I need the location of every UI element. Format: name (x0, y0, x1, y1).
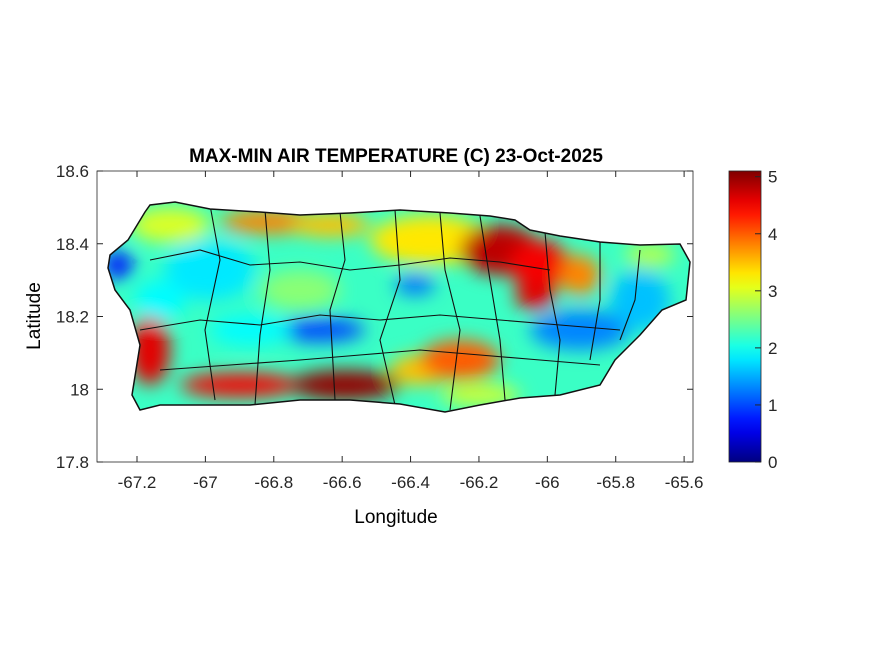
temperature-blob (420, 340, 500, 380)
temperature-blob (515, 280, 555, 310)
municipality-boundaries (139, 204, 641, 411)
temperature-blob (610, 270, 670, 330)
municipality-boundary (619, 249, 641, 341)
x-tick-label: -67 (193, 473, 218, 492)
temperature-blob (130, 207, 210, 243)
municipality-boundary (204, 204, 221, 401)
municipality-boundary (254, 209, 271, 406)
x-tick-label: -66.4 (391, 473, 430, 492)
temperature-blob (260, 270, 340, 310)
municipality-boundary (479, 215, 506, 401)
colorbar-tick-label: 0 (768, 453, 777, 472)
temperature-blob (510, 240, 570, 290)
island-coastline (107, 201, 691, 413)
x-axis-label: Longitude (354, 507, 437, 528)
municipality-boundary (544, 231, 561, 396)
temperature-blob (165, 240, 255, 300)
temperature-blob (395, 275, 435, 295)
temperature-blob (130, 315, 170, 385)
temperature-blob (135, 280, 185, 320)
temperature-blob (530, 310, 630, 350)
temperature-blob (210, 315, 290, 345)
temperature-blob (290, 370, 400, 400)
field-blobs (108, 207, 675, 405)
temperature-blob (180, 373, 300, 397)
municipality-boundary (379, 209, 401, 406)
temperature-blob (625, 243, 675, 267)
colorbar (728, 170, 762, 463)
x-tick-label: -66.8 (254, 473, 293, 492)
colorbar-tick-label: 5 (768, 168, 777, 187)
y-axis-label: Latitude (24, 282, 45, 350)
x-tick-label: -66.2 (460, 473, 499, 492)
y-tick-label: 18.2 (56, 308, 89, 327)
temperature-blob (275, 318, 365, 342)
temperature-blob (108, 251, 133, 279)
municipality-boundary (149, 249, 551, 271)
municipality-boundary (159, 349, 601, 371)
colorbar-tick-label: 1 (768, 396, 777, 415)
colorbar-tick-label: 4 (768, 225, 777, 244)
x-tick-label: -66 (535, 473, 560, 492)
x-tick-label: -65.8 (596, 473, 635, 492)
municipality-boundary (139, 314, 621, 331)
chart-title: MAX-MIN AIR TEMPERATURE (C) 23-Oct-2025 (189, 146, 603, 167)
municipality-boundary (589, 242, 601, 361)
temperature-blob (560, 255, 600, 295)
municipality-boundary (329, 211, 346, 401)
temperature-blob (440, 385, 520, 405)
x-tick-label: -67.2 (118, 473, 157, 492)
x-tick-label: -65.6 (665, 473, 704, 492)
y-tick-label: 18 (70, 380, 89, 399)
colorbar-tick-label: 3 (768, 282, 777, 301)
y-tick-label: 17.8 (56, 453, 89, 472)
temperature-blob (290, 213, 370, 237)
y-tick-label: 18.6 (56, 162, 89, 181)
municipality-boundary (439, 212, 461, 411)
temperature-blob (370, 215, 490, 265)
colorbar-tick-label: 2 (768, 339, 777, 358)
x-tick-label: -66.6 (323, 473, 362, 492)
y-tick-label: 18.4 (56, 235, 89, 254)
